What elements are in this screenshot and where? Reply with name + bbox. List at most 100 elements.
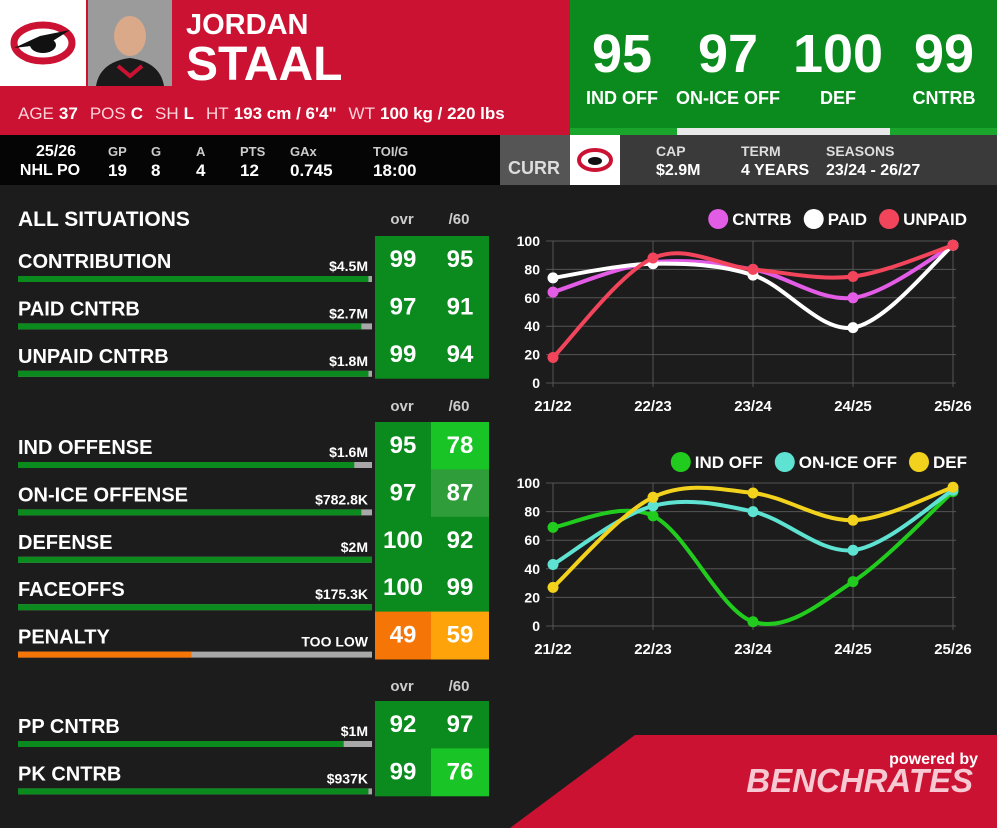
contract-label: CAP bbox=[656, 143, 686, 159]
rating-cell bbox=[431, 701, 489, 749]
rating-cell bbox=[375, 748, 431, 797]
row-name: DEFENSE bbox=[18, 532, 112, 554]
rating-cell-value: 91 bbox=[447, 293, 474, 320]
rating-cell-value: 76 bbox=[447, 758, 474, 785]
logo-mark bbox=[577, 148, 613, 172]
x-tick-label: 21/22 bbox=[534, 398, 572, 415]
rating-value: 97 bbox=[698, 24, 758, 84]
rating-cell bbox=[375, 422, 431, 470]
row-amount: $1M bbox=[341, 723, 368, 739]
league: NHL PO bbox=[20, 162, 80, 179]
column-header: /60 bbox=[449, 211, 470, 228]
y-tick-label: 40 bbox=[524, 318, 540, 334]
y-tick-label: 100 bbox=[517, 475, 541, 491]
rating-value: 100 bbox=[793, 24, 883, 84]
rating-cell bbox=[375, 283, 431, 332]
rating-cell bbox=[431, 611, 489, 660]
row-name: PAID CNTRB bbox=[18, 298, 140, 320]
rating-cell-value: 94 bbox=[447, 341, 474, 368]
bar bbox=[18, 651, 192, 658]
x-tick-label: 22/23 bbox=[634, 398, 672, 415]
point bbox=[847, 514, 859, 526]
stat-value: 12 bbox=[240, 161, 259, 180]
point bbox=[747, 506, 759, 518]
legend-label: UNPAID bbox=[903, 210, 967, 229]
x-tick-label: 25/26 bbox=[934, 641, 972, 658]
rating-cell-value: 97 bbox=[447, 711, 474, 738]
x-tick-label: 24/25 bbox=[834, 398, 872, 415]
contract-label: TERM bbox=[741, 143, 781, 159]
y-tick-label: 0 bbox=[532, 618, 540, 634]
rating-cell-value: 92 bbox=[390, 711, 417, 738]
legend-label: CNTRB bbox=[732, 210, 792, 229]
row-name: PP CNTRB bbox=[18, 716, 120, 738]
strip bbox=[890, 128, 997, 135]
last-name: STAAL bbox=[186, 38, 342, 91]
point bbox=[547, 521, 559, 533]
legend-swatch bbox=[909, 452, 929, 472]
point bbox=[847, 322, 859, 334]
column-header: /60 bbox=[449, 678, 470, 695]
rating-cell bbox=[375, 330, 431, 379]
bar bbox=[18, 276, 369, 282]
stat-label: GAx bbox=[290, 144, 318, 159]
row-amount: $937K bbox=[327, 770, 368, 786]
bar-track bbox=[18, 651, 372, 658]
season: 25/26 bbox=[36, 143, 76, 160]
x-tick-label: 22/23 bbox=[634, 641, 672, 658]
rating-value: 99 bbox=[914, 24, 974, 84]
bio-value: 100 kg / 220 lbs bbox=[380, 104, 505, 123]
bio-label: HT bbox=[206, 104, 229, 123]
x-tick-label: 23/24 bbox=[734, 398, 772, 415]
bio-label: WT bbox=[349, 104, 375, 123]
stats-panel bbox=[0, 135, 500, 185]
stat-label: G bbox=[151, 144, 161, 159]
row-amount: $1.8M bbox=[329, 353, 368, 369]
legend-swatch bbox=[879, 209, 900, 229]
powered-by: powered by bbox=[889, 751, 978, 768]
stat-value: 19 bbox=[108, 161, 127, 180]
bio-value: C bbox=[131, 104, 143, 123]
rating-cell-value: 95 bbox=[447, 246, 474, 273]
row-amount: $4.5M bbox=[329, 258, 368, 274]
rating-cell bbox=[431, 564, 489, 613]
bar bbox=[18, 462, 355, 468]
row-amount: TOO LOW bbox=[301, 634, 368, 650]
strip bbox=[677, 128, 890, 135]
column-header: ovr bbox=[390, 398, 414, 415]
rating-cell bbox=[375, 516, 431, 565]
ratings-panel bbox=[570, 0, 997, 135]
point bbox=[947, 481, 959, 493]
point bbox=[547, 581, 559, 593]
y-tick-label: 20 bbox=[524, 347, 540, 363]
rating-cell bbox=[431, 469, 489, 518]
bar bbox=[18, 604, 372, 611]
rating-value: 95 bbox=[592, 24, 652, 84]
bar bbox=[18, 323, 362, 330]
column-header: /60 bbox=[449, 398, 470, 415]
contract-value: $2.9M bbox=[656, 162, 700, 179]
x-tick-label: 24/25 bbox=[834, 641, 872, 658]
logo-mark bbox=[588, 157, 602, 165]
stat-value: 8 bbox=[151, 161, 160, 180]
rating-cell bbox=[431, 283, 489, 332]
row-name: CONTRIBUTION bbox=[18, 251, 171, 273]
x-tick-label: 23/24 bbox=[734, 641, 772, 658]
rating-label: IND OFF bbox=[586, 88, 658, 108]
contract-label: SEASONS bbox=[826, 143, 894, 159]
row-name: FACEOFFS bbox=[18, 579, 125, 601]
bar bbox=[18, 370, 369, 377]
row-amount: $1.6M bbox=[329, 444, 368, 460]
contract-status: CURR bbox=[508, 158, 560, 178]
point bbox=[647, 252, 659, 264]
point bbox=[647, 491, 659, 503]
rating-cell bbox=[431, 330, 489, 379]
row-amount: $782.8K bbox=[315, 491, 368, 507]
y-tick-label: 80 bbox=[524, 504, 540, 520]
row-amount: $2M bbox=[341, 539, 368, 555]
rating-cell-value: 97 bbox=[390, 479, 417, 506]
legend-swatch bbox=[803, 209, 824, 229]
rating-cell-value: 99 bbox=[447, 574, 474, 601]
point bbox=[547, 286, 559, 298]
